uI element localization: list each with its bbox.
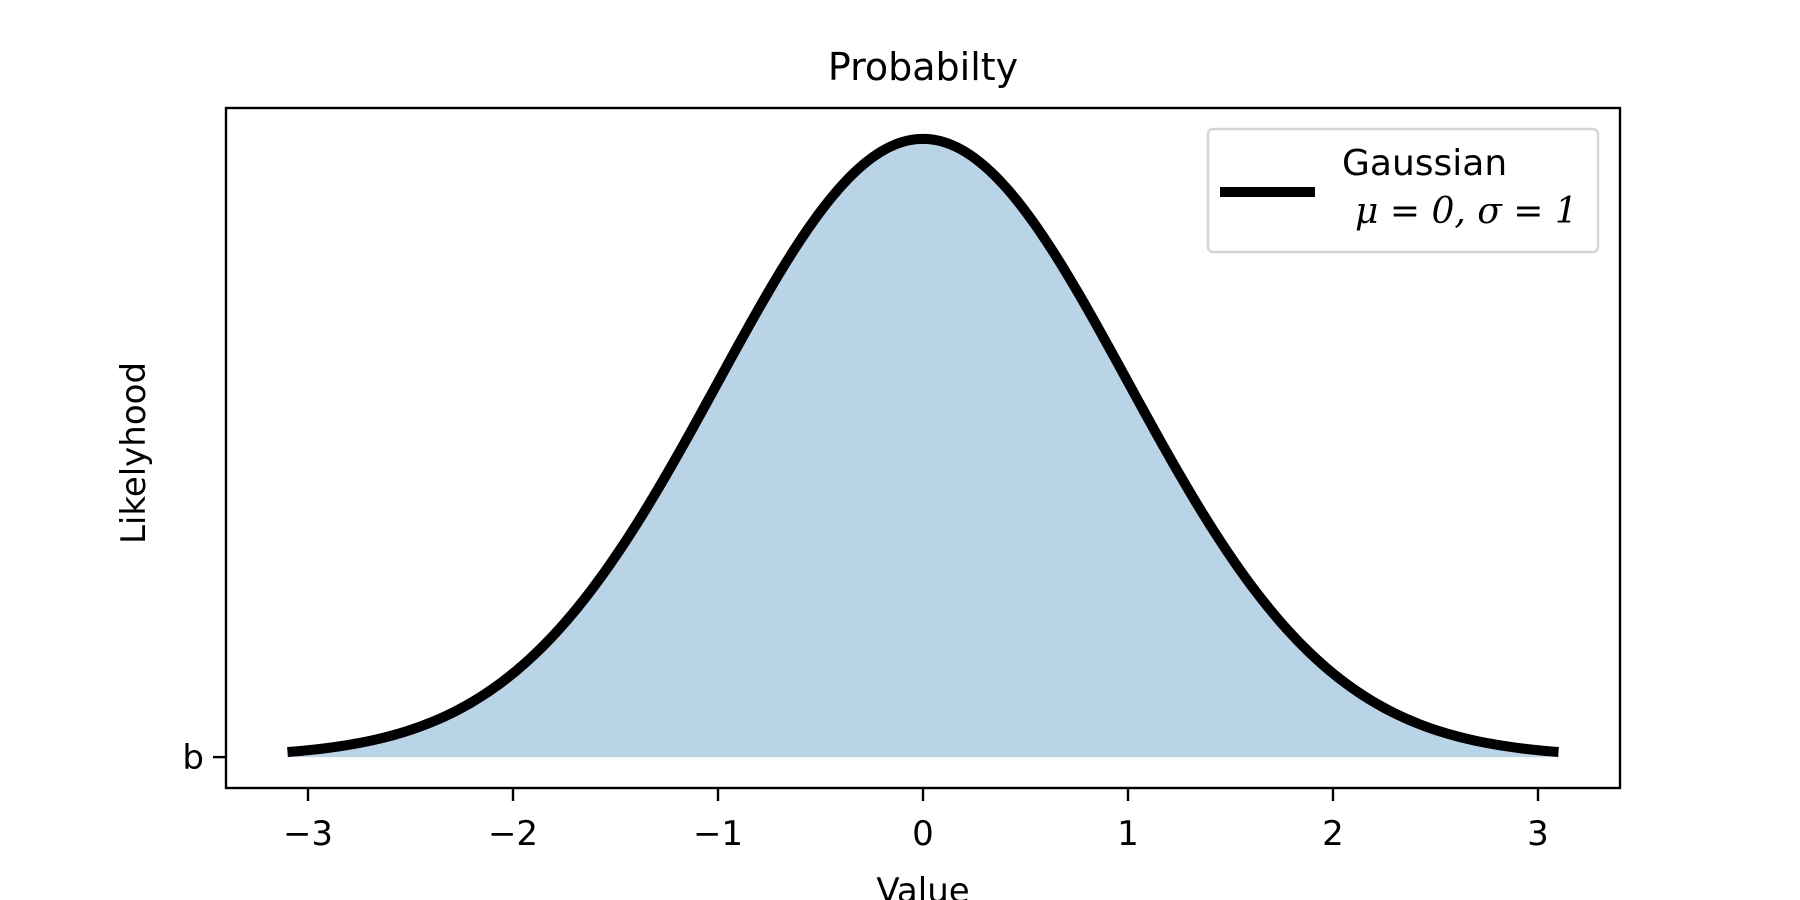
x-tick-label: −3: [283, 814, 333, 854]
y-axis-ticks: b: [182, 738, 226, 778]
x-tick-label: 0: [912, 814, 934, 854]
legend: Gaussian μ = 0, σ = 1: [1206, 127, 1600, 254]
legend-box: [1206, 127, 1600, 254]
x-tick-label: −2: [488, 814, 538, 854]
x-axis-ticks: −3 −2 −1 0 1 2 3: [283, 788, 1549, 854]
y-axis-label: Likelyhood: [114, 362, 154, 544]
x-axis-label: Value: [876, 871, 969, 900]
legend-label: Gaussian: [1342, 143, 1507, 184]
gaussian-curve-line: [287, 133, 1559, 758]
x-tick-label: 2: [1322, 814, 1344, 854]
y-tick-label: b: [182, 738, 204, 778]
legend-math-label: μ = 0, σ = 1: [1355, 191, 1578, 232]
x-tick-label: −1: [693, 814, 743, 854]
x-tick-label: 3: [1527, 814, 1549, 854]
plot-area: [287, 133, 1559, 758]
chart-title: Probabilty: [828, 45, 1018, 89]
gaussian-fill-area: [287, 138, 1559, 758]
x-tick-label: 1: [1117, 814, 1139, 854]
